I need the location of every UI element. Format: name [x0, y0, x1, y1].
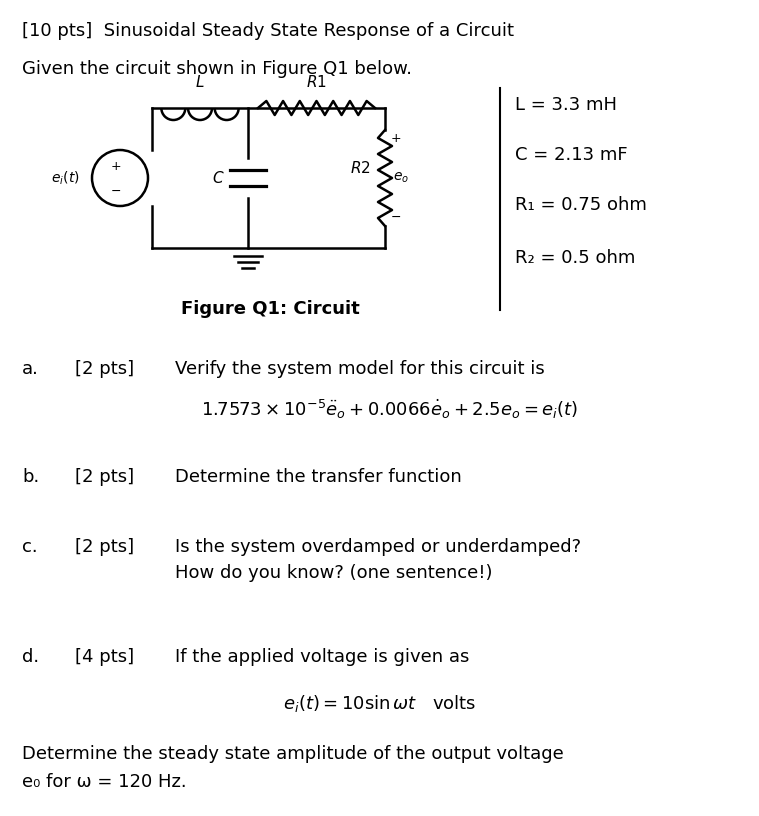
Text: R₁ = 0.75 ohm: R₁ = 0.75 ohm — [515, 196, 647, 214]
Text: c.: c. — [22, 538, 38, 556]
Text: e₀ for ω = 120 Hz.: e₀ for ω = 120 Hz. — [22, 773, 187, 791]
Text: C = 2.13 mF: C = 2.13 mF — [515, 146, 628, 164]
Text: [2 pts]: [2 pts] — [75, 538, 134, 556]
Text: $L$: $L$ — [195, 74, 205, 90]
Text: b.: b. — [22, 468, 39, 486]
Text: If the applied voltage is given as: If the applied voltage is given as — [175, 648, 469, 666]
Text: How do you know? (one sentence!): How do you know? (one sentence!) — [175, 564, 493, 582]
Text: L = 3.3 mH: L = 3.3 mH — [515, 96, 617, 114]
Text: Given the circuit shown in Figure Q1 below.: Given the circuit shown in Figure Q1 bel… — [22, 60, 412, 78]
Text: $1.7573\times10^{-5}\ddot{e}_o + 0.0066\dot{e}_o + 2.5e_o = e_i(t)$: $1.7573\times10^{-5}\ddot{e}_o + 0.0066\… — [201, 398, 578, 421]
Text: a.: a. — [22, 360, 39, 378]
Text: Verify the system model for this circuit is: Verify the system model for this circuit… — [175, 360, 545, 378]
Text: +: + — [111, 159, 121, 172]
Text: $e_i(t)$: $e_i(t)$ — [52, 169, 80, 187]
Text: $R1$: $R1$ — [306, 74, 327, 90]
Text: R₂ = 0.5 ohm: R₂ = 0.5 ohm — [515, 249, 635, 267]
Text: [10 pts]  Sinusoidal Steady State Response of a Circuit: [10 pts] Sinusoidal Steady State Respons… — [22, 22, 514, 40]
Text: $C$: $C$ — [213, 170, 225, 186]
Text: Determine the steady state amplitude of the output voltage: Determine the steady state amplitude of … — [22, 745, 564, 763]
Text: $e_o$: $e_o$ — [393, 171, 409, 185]
Text: $R2$: $R2$ — [351, 160, 371, 176]
Text: Is the system overdamped or underdamped?: Is the system overdamped or underdamped? — [175, 538, 581, 556]
Text: d.: d. — [22, 648, 39, 666]
Text: Determine the transfer function: Determine the transfer function — [175, 468, 461, 486]
Text: [4 pts]: [4 pts] — [75, 648, 134, 666]
Text: [2 pts]: [2 pts] — [75, 360, 134, 378]
Text: Figure Q1: Circuit: Figure Q1: Circuit — [181, 300, 359, 318]
Text: −: − — [391, 211, 402, 224]
Text: +: + — [391, 132, 402, 145]
Text: −: − — [111, 184, 121, 197]
Text: $e_i(t) = 10\sin\omega t$   volts: $e_i(t) = 10\sin\omega t$ volts — [283, 693, 477, 714]
Text: [2 pts]: [2 pts] — [75, 468, 134, 486]
